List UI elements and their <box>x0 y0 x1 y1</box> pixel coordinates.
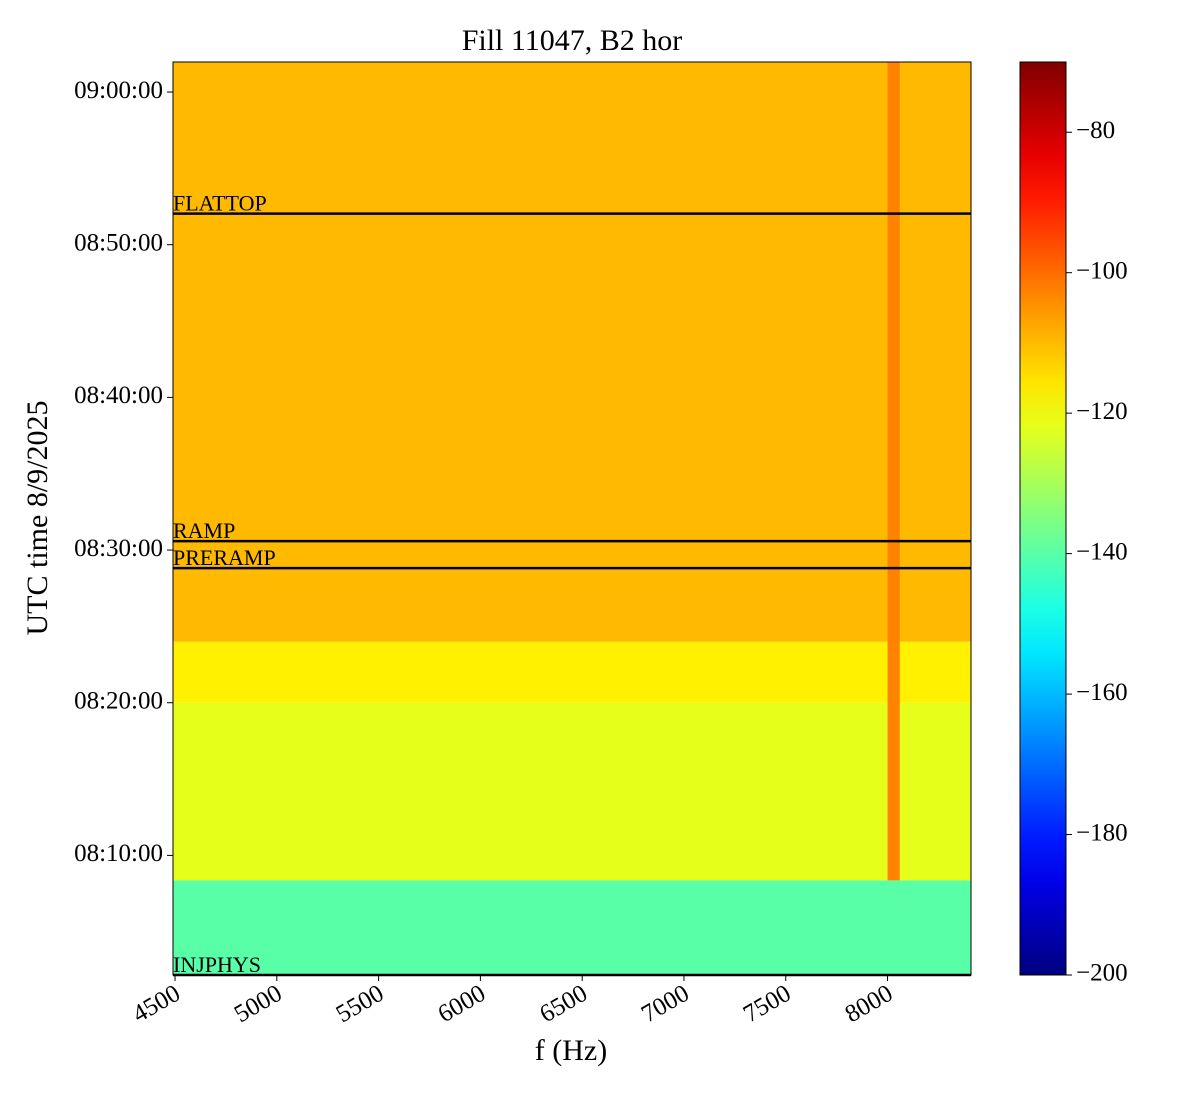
x-tick-label: 6000 <box>433 980 490 1028</box>
y-tick-label: 08:30:00 <box>74 535 163 562</box>
colorbar <box>1019 61 1067 976</box>
x-axis-label: f (Hz) <box>535 1034 607 1067</box>
x-tick-label: 7500 <box>739 980 796 1028</box>
y-axis-label: UTC time 8/9/2025 <box>21 401 54 636</box>
x-tick-label: 5000 <box>230 980 287 1028</box>
event-label: FLATTOP <box>173 191 267 216</box>
chart-title: Fill 11047, B2 hor <box>462 24 683 57</box>
heatmap-cell <box>173 62 971 642</box>
colorbar-tick-label: −120 <box>1076 398 1128 425</box>
x-tick-label: 5500 <box>332 980 389 1028</box>
y-tick-label: 08:20:00 <box>74 687 163 714</box>
event-label: RAMP <box>173 518 235 543</box>
event-label: PRERAMP <box>173 545 276 570</box>
y-tick-label: 08:50:00 <box>74 229 163 256</box>
colorbar-tick-label: −140 <box>1076 538 1128 565</box>
y-tick-label: 08:10:00 <box>74 840 163 867</box>
colorbar-tick-label: −80 <box>1076 117 1115 144</box>
heatmap-cell <box>173 880 971 975</box>
x-tick-label: 4500 <box>128 980 185 1028</box>
colorbar-tick-label: −100 <box>1076 257 1128 284</box>
heatmap-cell <box>173 702 971 881</box>
colorbar-tick-label: −200 <box>1076 960 1128 987</box>
event-label: INJPHYS <box>173 952 261 977</box>
colorbar-tick-label: −180 <box>1076 819 1128 846</box>
heatmap-cell <box>887 62 900 881</box>
plot-frame <box>172 61 972 976</box>
x-tick-label: 7000 <box>637 980 694 1028</box>
y-tick-label: 08:40:00 <box>74 382 163 409</box>
heatmap-cell <box>173 641 971 703</box>
x-tick-label: 6500 <box>535 980 592 1028</box>
x-tick-label: 8000 <box>841 980 898 1028</box>
y-tick-label: 09:00:00 <box>74 77 163 104</box>
colorbar-tick-label: −160 <box>1076 679 1128 706</box>
